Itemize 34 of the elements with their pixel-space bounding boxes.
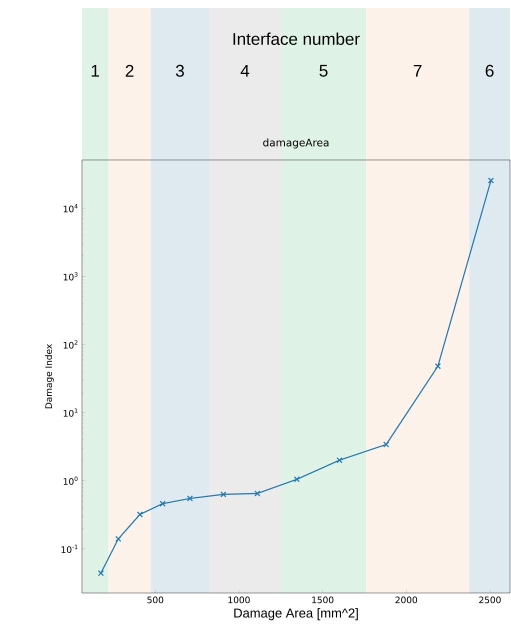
point [383,441,390,448]
y-axis-title: Damage Index [45,344,54,408]
y-tick-label: 10$^{3}$ [64,272,78,281]
x-tick-label: 2500 [479,596,501,604]
point [136,511,143,518]
x-tick-label: 1500 [312,596,334,604]
point [220,491,226,498]
band-label: 2 [126,64,134,77]
point [294,476,300,482]
point [98,570,104,576]
text: Interface number [234,32,360,45]
y-tick-label: 10$^{4}$ [64,204,78,212]
band-label: 4 [240,64,250,77]
y-tick-label: 10$^{0}$ [64,476,78,485]
point [254,490,260,497]
x-axis-title: Damage Area [mm^2] [234,608,358,620]
band-label: 5 [319,64,328,77]
x-tick-label: 1000 [228,596,250,604]
point [336,457,343,464]
point [115,536,122,542]
x-tick-label: 500 [147,596,164,604]
point [434,363,441,370]
y-tick-label: 10$^{2}$ [64,340,78,349]
point [160,500,166,507]
band-label: 6 [486,64,494,77]
x-tick-label: 2000 [396,596,418,604]
band-label: 1 [92,64,100,77]
chart-title: damageArea [263,138,328,148]
band-label: 3 [176,64,184,77]
y-tick-label: 10$^{1}$ [64,408,78,417]
y-tick-label: 10$^{-1}$ [62,544,78,553]
point [488,177,494,184]
point [186,495,193,502]
band-label: 7 [414,64,422,77]
